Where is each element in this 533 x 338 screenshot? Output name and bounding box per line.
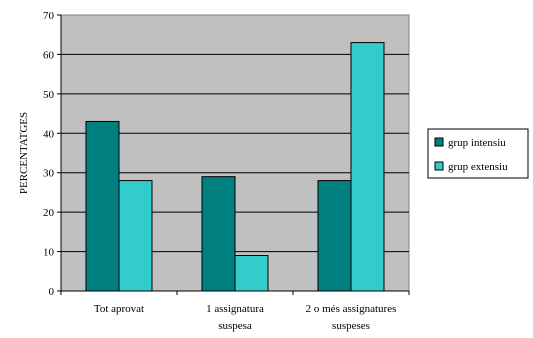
category-label-line: suspeses	[332, 320, 370, 332]
y-axis-title: PERCENTATGES	[18, 112, 30, 194]
category-label-line: 2 o més assignatures	[306, 303, 397, 315]
y-tick-label: 30	[43, 168, 55, 180]
category-label: 1 assignatura suspesa	[206, 303, 264, 332]
category-label-line: 1 assignatura	[206, 303, 264, 315]
category-label: 2 o més assignatures suspeses	[306, 303, 397, 332]
y-tick-label: 0	[49, 286, 55, 298]
legend-box	[427, 128, 529, 179]
bars	[85, 42, 385, 292]
y-tick-label: 20	[43, 207, 55, 219]
category-label-line: Tot aprovat	[94, 303, 144, 315]
legend-swatch	[434, 137, 444, 147]
y-tick-label: 40	[43, 128, 55, 140]
category-label-line: suspesa	[218, 320, 252, 332]
y-tick-label: 70	[43, 10, 55, 22]
legend-label: grup intensiu	[448, 137, 506, 149]
x-axis-labels: Tot aprovat 1 assignatura suspesa 2 o més a…	[94, 303, 396, 332]
category-label: Tot aprovat	[94, 303, 144, 315]
legend-swatch	[434, 161, 444, 171]
bar-grup-intensiu-1	[201, 176, 236, 292]
bar-grup-extensiu-2	[350, 42, 385, 292]
y-axis-ticks: 0 10 20 30 40 50 60 70	[43, 10, 61, 298]
y-tick-label: 50	[43, 89, 55, 101]
y-tick-label: 10	[43, 247, 55, 259]
bar-grup-extensiu-0	[118, 180, 153, 292]
legend: grup intensiu grup extensiu	[427, 128, 529, 179]
legend-label: grup extensiu	[448, 161, 508, 173]
bar-grup-intensiu-2	[317, 180, 352, 292]
x-axis-ticks	[60, 291, 410, 295]
bar-grup-extensiu-1	[234, 255, 269, 292]
bar-grup-intensiu-0	[85, 120, 120, 292]
y-tick-label: 60	[43, 49, 55, 61]
